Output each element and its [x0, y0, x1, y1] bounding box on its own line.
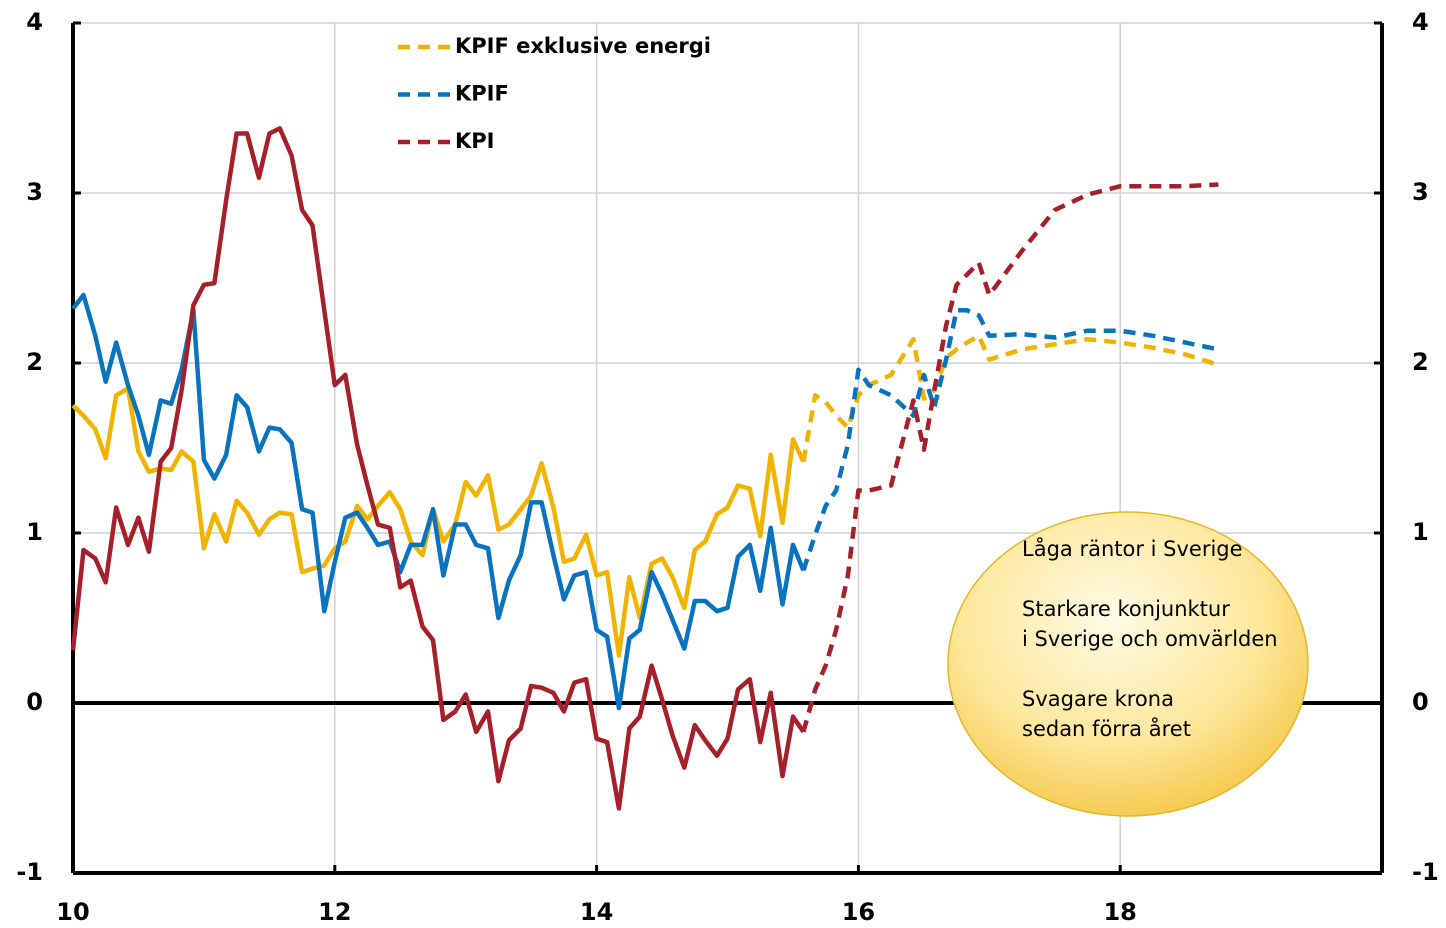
y2-tick-label: 3: [1412, 178, 1429, 206]
annotation-text: i Sverige och omvärlden: [1022, 627, 1278, 651]
y2-tick-label: 1: [1412, 518, 1429, 546]
annotation-text: sedan förra året: [1022, 716, 1191, 741]
y2-tick-label: 0: [1412, 688, 1429, 716]
series-forecast-line: [801, 333, 1220, 462]
legend-label: KPIF exklusive energi: [455, 34, 711, 58]
annotation-text: Svagare krona: [1022, 687, 1174, 711]
y2-tick-label: 4: [1412, 8, 1429, 36]
x-tick-label: 12: [318, 898, 351, 926]
y-tick-label: -1: [16, 858, 43, 886]
legend-label: KPI: [455, 129, 494, 153]
x-tick-label: 10: [56, 898, 89, 926]
series-line: [70, 126, 806, 811]
x-tick-label: 16: [842, 898, 875, 926]
y-tick-label: 4: [26, 8, 43, 36]
legend-label: KPIF: [455, 82, 509, 106]
x-tick-label: 14: [580, 898, 613, 926]
series-line: [71, 386, 806, 658]
x-tick-label: 18: [1103, 898, 1136, 926]
annotation-text: Starkare konjunktur: [1022, 597, 1230, 621]
y-tick-label: 1: [26, 518, 43, 546]
y-tick-label: 0: [26, 688, 43, 716]
y-tick-label: 2: [26, 348, 43, 376]
annotation-bubble: [947, 511, 1309, 817]
annotation-text: Låga räntor i Sverige: [1022, 536, 1243, 561]
series-line: [71, 292, 806, 711]
series-forecast-line: [801, 182, 1219, 733]
y2-tick-label: -1: [1412, 858, 1439, 886]
y-tick-label: 3: [26, 178, 43, 206]
y2-tick-label: 2: [1412, 348, 1429, 376]
series-forecast-line: [801, 308, 1219, 572]
